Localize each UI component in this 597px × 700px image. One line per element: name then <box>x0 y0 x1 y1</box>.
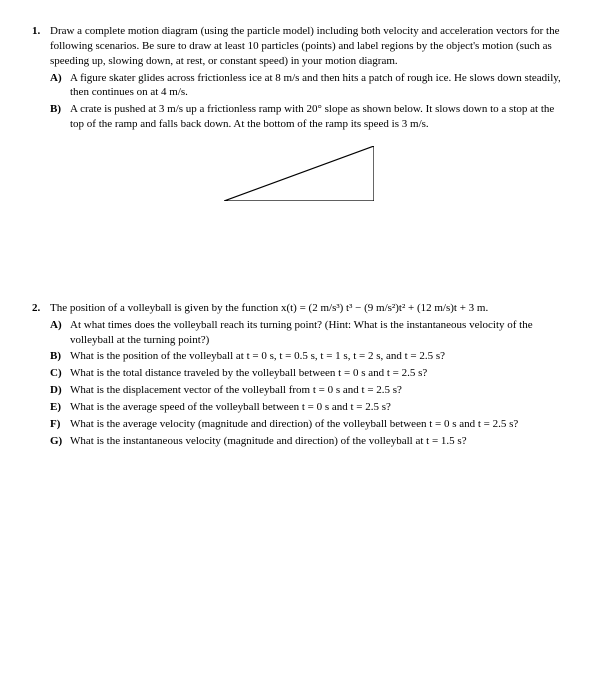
problem-2-part-A-text: At what times does the volleyball reach … <box>70 318 565 348</box>
problem-1-part-A-text: A figure skater glides across frictionle… <box>70 71 565 101</box>
problem-2-body: The position of a volleyball is given by… <box>50 301 565 449</box>
problem-1-stem: Draw a complete motion diagram (using th… <box>50 25 560 67</box>
problem-1-part-B-text: A crate is pushed at 3 m/s up a friction… <box>70 102 565 132</box>
vertical-spacer <box>32 261 565 301</box>
problem-1-body: Draw a complete motion diagram (using th… <box>50 24 565 132</box>
problem-1-part-A: A) A figure skater glides across frictio… <box>50 71 565 101</box>
problem-2-part-C-label: C) <box>50 366 70 381</box>
problem-2-part-D: D) What is the displacement vector of th… <box>50 383 565 398</box>
problem-2-part-C-text: What is the total distance traveled by t… <box>70 366 565 381</box>
problem-2-part-D-text: What is the displacement vector of the v… <box>70 383 565 398</box>
problem-2-part-B-text: What is the position of the volleyball a… <box>70 349 565 364</box>
problem-2-number: 2. <box>32 301 50 316</box>
problem-2: 2. The position of a volleyball is given… <box>32 301 565 449</box>
problem-2-part-F-label: F) <box>50 417 70 432</box>
problem-2-part-A: A) At what times does the volleyball rea… <box>50 318 565 348</box>
problem-2-part-F: F) What is the average velocity (magnitu… <box>50 417 565 432</box>
problem-1-part-B: B) A crate is pushed at 3 m/s up a frict… <box>50 102 565 132</box>
problem-1-part-B-label: B) <box>50 102 70 117</box>
problem-2-part-F-text: What is the average velocity (magnitude … <box>70 417 565 432</box>
problem-1-number: 1. <box>32 24 50 39</box>
problem-2-stem: The position of a volleyball is given by… <box>50 302 488 314</box>
problem-2-part-G: G) What is the instantaneous velocity (m… <box>50 434 565 449</box>
problem-1: 1. Draw a complete motion diagram (using… <box>32 24 565 132</box>
problem-2-part-A-label: A) <box>50 318 70 333</box>
problem-2-part-E: E) What is the average speed of the voll… <box>50 400 565 415</box>
ramp-diagram <box>32 146 565 201</box>
problem-2-part-C: C) What is the total distance traveled b… <box>50 366 565 381</box>
problem-2-part-D-label: D) <box>50 383 70 398</box>
problem-2-part-G-text: What is the instantaneous velocity (magn… <box>70 434 565 449</box>
problem-2-part-E-label: E) <box>50 400 70 415</box>
problem-1-part-A-label: A) <box>50 71 70 86</box>
problem-2-part-E-text: What is the average speed of the volleyb… <box>70 400 565 415</box>
ramp-triangle-shape <box>224 146 374 201</box>
problem-2-part-B-label: B) <box>50 349 70 364</box>
ramp-triangle-icon <box>224 146 374 201</box>
problem-2-part-B: B) What is the position of the volleybal… <box>50 349 565 364</box>
problem-2-part-G-label: G) <box>50 434 70 449</box>
